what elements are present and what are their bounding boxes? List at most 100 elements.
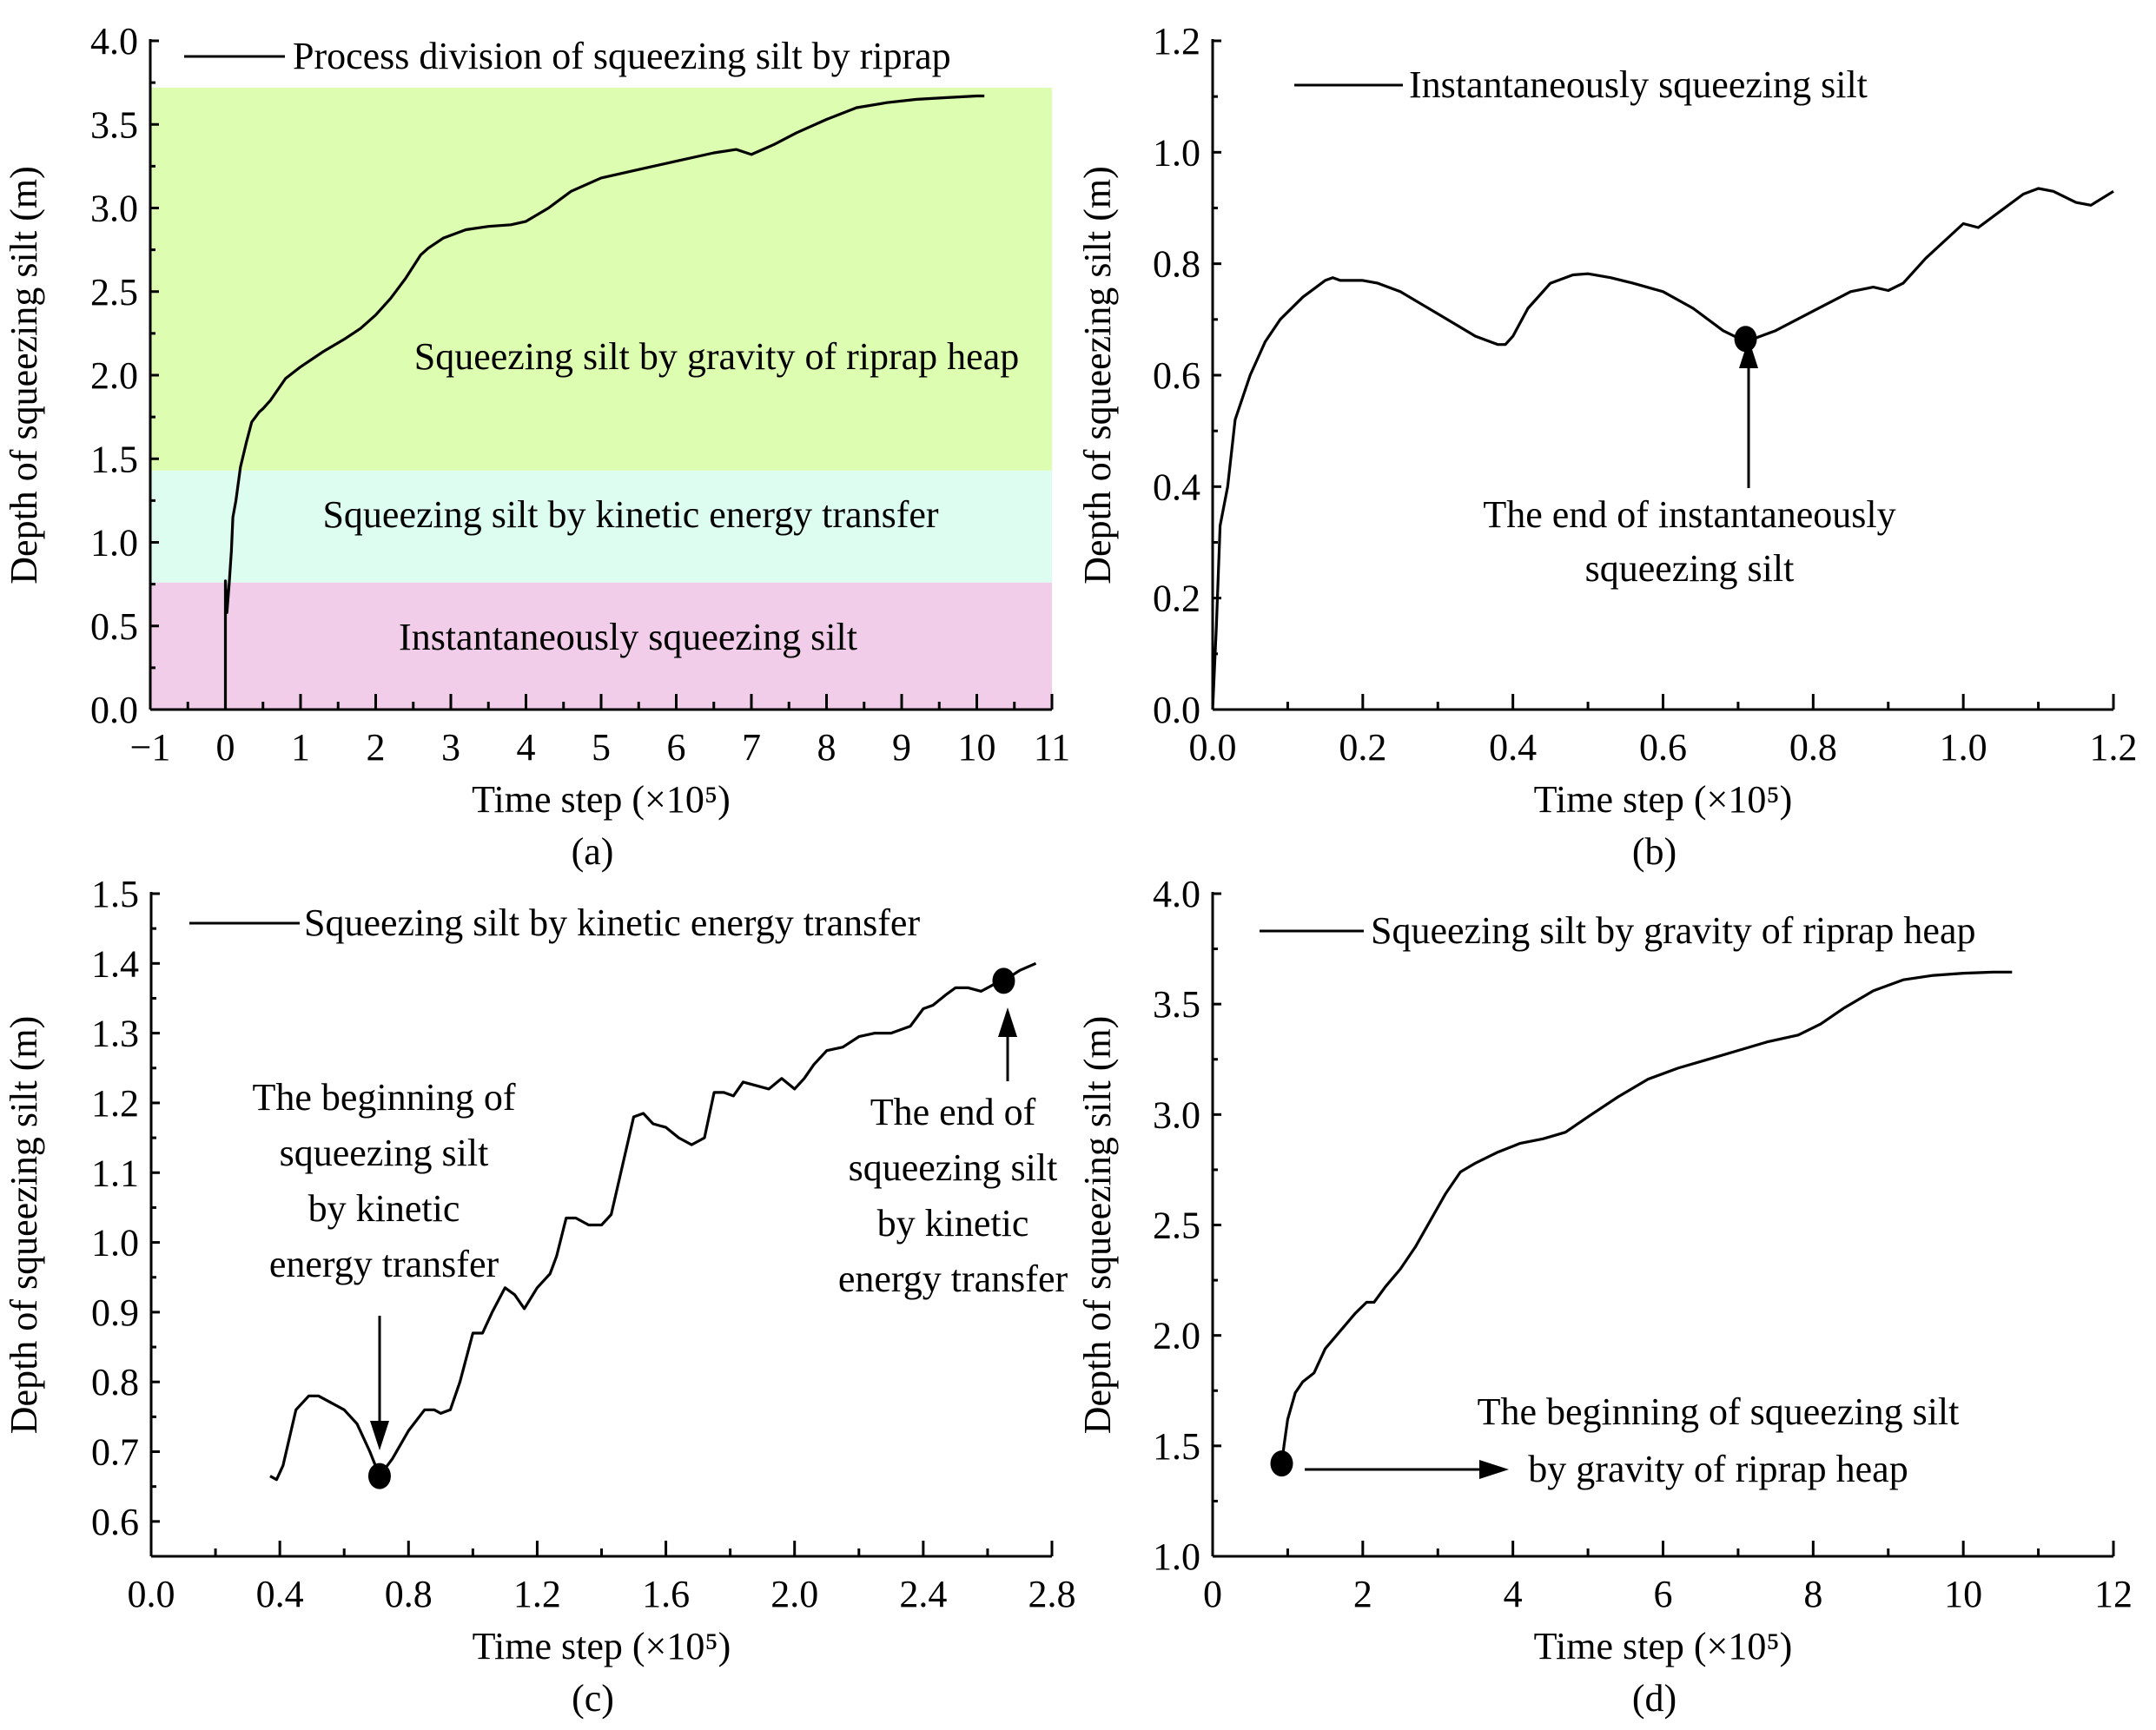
x-tick-label: 10 <box>958 726 996 769</box>
y-tick-label: 1.0 <box>1153 131 1200 174</box>
band-1 <box>150 470 1052 583</box>
data-point-marker <box>992 967 1015 994</box>
y-tick-label: 1.0 <box>90 522 138 565</box>
arrow-head-icon <box>370 1421 389 1450</box>
x-axis-label: Time step (×10⁵) <box>1534 778 1793 821</box>
annotation-text: The beginning of <box>252 1076 515 1119</box>
annotation-text: by gravity of riprap heap <box>1528 1448 1908 1490</box>
x-tick-label: 0.4 <box>256 1573 304 1615</box>
x-axis-label: Time step (×10⁵) <box>472 778 731 821</box>
y-tick-label: 1.5 <box>91 873 139 915</box>
x-tick-label: 8 <box>817 726 837 769</box>
x-tick-label: 1 <box>291 726 310 769</box>
x-tick-label: 0.8 <box>1789 726 1837 769</box>
y-tick-label: 0.2 <box>1153 578 1200 620</box>
x-tick-label: 0.0 <box>128 1573 175 1615</box>
y-tick-label: 4.0 <box>1153 873 1200 915</box>
annotation-text: The end of <box>870 1091 1036 1133</box>
annotation-text: squeezing silt <box>1585 547 1795 590</box>
y-tick-label: 0.8 <box>91 1361 139 1403</box>
x-tick-label: 2.0 <box>770 1573 818 1615</box>
annotation-text: by kinetic <box>308 1187 460 1230</box>
x-tick-label: 11 <box>1034 726 1070 769</box>
annotation-text: energy transfer <box>269 1243 499 1285</box>
y-tick-label: 0.5 <box>90 605 138 648</box>
x-tick-label: 10 <box>1944 1573 1982 1615</box>
y-tick-label: 0.6 <box>1153 354 1200 397</box>
y-tick-label: 4.0 <box>90 20 138 63</box>
x-tick-label: 0.4 <box>1489 726 1537 769</box>
x-tick-label: 1.2 <box>2090 726 2138 769</box>
y-tick-label: 1.3 <box>91 1013 139 1055</box>
y-tick-label: 2.0 <box>1153 1315 1200 1357</box>
x-tick-label: 2.8 <box>1028 1573 1076 1615</box>
panel-b: 0.0 0.2 0.4 0.6 0.8 1.0 1.2 0.0 0.2 0.4 0.6 0.8 1.0 1… <box>1076 20 2138 873</box>
series-line <box>1280 970 2013 1464</box>
x-tick-label: 1.0 <box>1940 726 1987 769</box>
legend-label: Squeezing silt by kinetic energy transfe… <box>304 901 920 944</box>
x-axis-label: Time step (×10⁵) <box>473 1625 731 1667</box>
band-0 <box>150 582 1052 710</box>
annotation-text: squeezing silt <box>849 1146 1058 1189</box>
data-point-marker <box>1270 1450 1293 1477</box>
y-tick-label: 1.5 <box>1153 1425 1200 1468</box>
y-tick-label: 0.0 <box>90 689 138 731</box>
panel-c: 0.0 0.4 0.8 1.2 1.6 2.0 2.4 2.8 0.6 0.7 0.8 0.9 1.0 1… <box>3 873 1076 1720</box>
annotation-text: energy transfer <box>838 1258 1068 1300</box>
y-tick-label: 2.5 <box>90 271 138 314</box>
legend-label: Instantaneously squeezing silt <box>1409 63 1868 106</box>
series-line <box>223 94 985 710</box>
y-tick-label: 3.5 <box>1153 983 1200 1026</box>
panel-label: (a) <box>572 830 614 873</box>
x-tick-label: 6 <box>667 726 686 769</box>
y-axis-label: Depth of squeezing silt (m) <box>3 166 45 584</box>
y-tick-label: 0.7 <box>91 1431 139 1474</box>
x-tick-label: 1.6 <box>642 1573 690 1615</box>
panel-label: (c) <box>572 1677 614 1720</box>
x-tick-label: 1.2 <box>513 1573 561 1615</box>
y-tick-label: 1.0 <box>91 1222 139 1264</box>
x-axis-label: Time step (×10⁵) <box>1534 1625 1793 1667</box>
x-tick-label: 0 <box>216 726 235 769</box>
y-tick-label: 3.0 <box>90 188 138 230</box>
y-tick-label: 0.4 <box>1153 466 1200 508</box>
series-line <box>1211 187 2114 710</box>
band-label: Squeezing silt by gravity of riprap heap <box>414 335 1019 378</box>
x-tick-label: 2 <box>367 726 386 769</box>
y-axis-label: Depth of squeezing silt (m) <box>1076 166 1119 584</box>
x-tick-label: 2 <box>1353 1573 1372 1615</box>
x-tick-label: 3 <box>441 726 460 769</box>
data-point-marker <box>367 1463 391 1489</box>
x-tick-label: 5 <box>592 726 611 769</box>
y-tick-label: 3.5 <box>90 103 138 146</box>
y-tick-label: 1.2 <box>91 1082 139 1125</box>
x-tick-label: −1 <box>130 726 171 769</box>
annotation-text: The end of instantaneously <box>1483 493 1895 536</box>
x-tick-label: 6 <box>1654 1573 1673 1615</box>
panel-label: (b) <box>1632 830 1677 873</box>
y-tick-label: 2.0 <box>90 354 138 397</box>
x-tick-label: 2.4 <box>899 1573 947 1615</box>
x-tick-label: 4 <box>1504 1573 1523 1615</box>
x-tick-label: 0.8 <box>385 1573 433 1615</box>
x-tick-label: 0.0 <box>1189 726 1237 769</box>
y-tick-label: 1.1 <box>91 1152 139 1194</box>
arrow-head-icon <box>1739 339 1758 368</box>
y-tick-label: 2.5 <box>1153 1205 1200 1247</box>
x-tick-label: 0.2 <box>1339 726 1386 769</box>
x-tick-label: 0 <box>1203 1573 1222 1615</box>
band-label: Squeezing silt by kinetic energy transfe… <box>322 493 938 536</box>
annotation-text: squeezing silt <box>280 1132 489 1174</box>
panel-a: Instantaneously squeezing silt Squeezing … <box>3 20 1070 873</box>
y-tick-label: 0.8 <box>1153 243 1200 286</box>
panel-label: (d) <box>1632 1677 1677 1720</box>
y-tick-label: 0.0 <box>1153 689 1200 731</box>
y-tick-label: 1.4 <box>91 942 139 985</box>
annotation-text: The beginning of squeezing silt <box>1478 1390 1960 1433</box>
arrow-head-icon <box>1479 1460 1509 1479</box>
y-tick-label: 1.5 <box>90 438 138 480</box>
y-tick-label: 3.0 <box>1153 1093 1200 1136</box>
x-tick-label: 8 <box>1803 1573 1822 1615</box>
data-point-marker <box>1734 326 1757 353</box>
annotation-text: by kinetic <box>877 1202 1029 1245</box>
